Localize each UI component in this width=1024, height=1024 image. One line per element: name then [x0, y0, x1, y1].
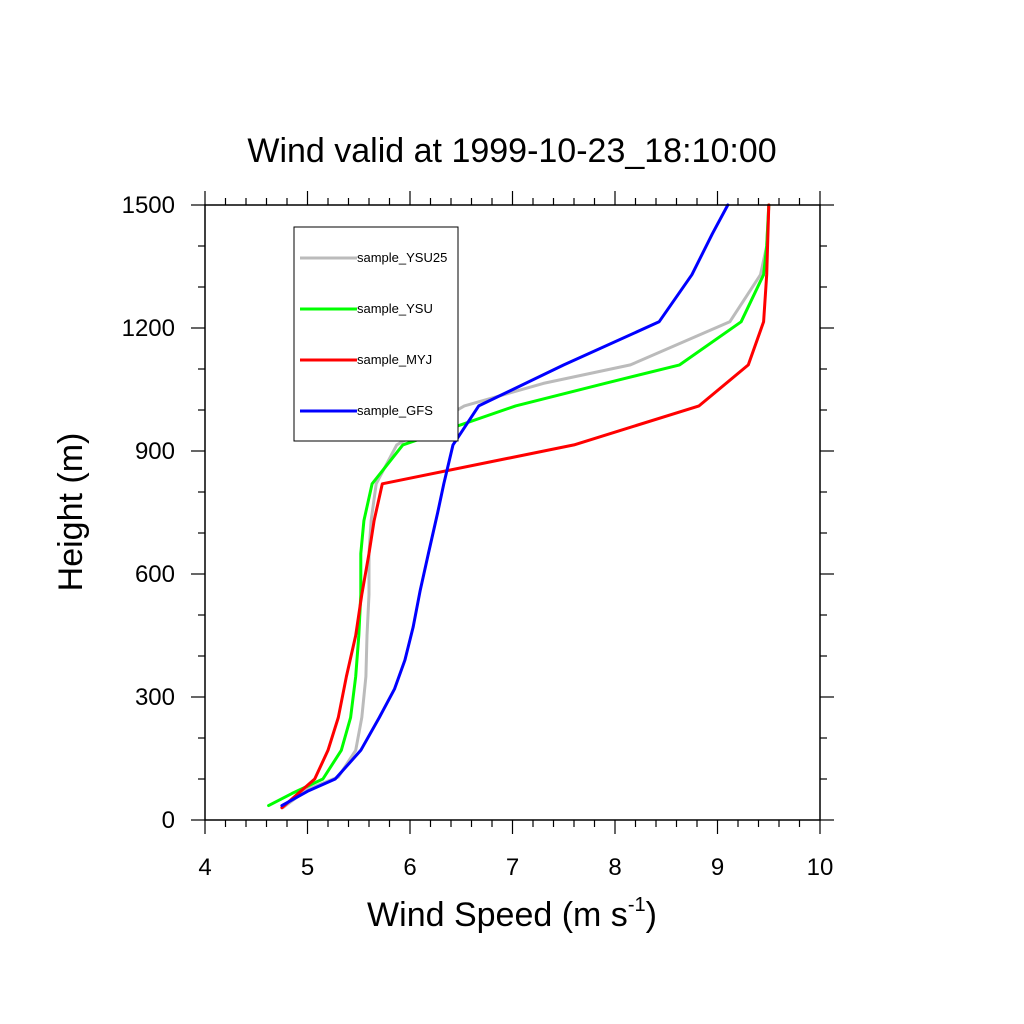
x-tick-label: 8	[608, 854, 621, 881]
legend-label: sample_YSU	[357, 301, 433, 316]
y-tick-label: 1500	[122, 192, 175, 219]
x-axis-label-close: )	[646, 896, 657, 934]
y-tick-label: 300	[135, 684, 175, 711]
y-tick-label: 0	[162, 807, 175, 834]
y-tick-label: 600	[135, 561, 175, 588]
legend-label: sample_YSU25	[357, 250, 447, 265]
legend-box	[293, 226, 459, 442]
tick-layer	[191, 191, 834, 834]
x-tick-label: 4	[198, 854, 211, 881]
x-tick-label: 9	[711, 854, 724, 881]
legend-item-sample_GFS: sample_GFS	[300, 403, 433, 418]
series-layer	[267, 203, 771, 810]
series-line-sample_YSU	[267, 203, 771, 808]
y-tick-label: 1200	[122, 315, 175, 342]
x-axis-label-superscript: -1	[628, 894, 646, 916]
x-tick-label: 5	[301, 854, 314, 881]
y-tick-label: 900	[135, 438, 175, 465]
chart-title: Wind valid at 1999-10-23_18:10:00	[247, 132, 776, 170]
x-tick-label: 7	[506, 854, 519, 881]
legend: sample_YSU25 sample_YSU sample_MYJ sample_G…	[293, 226, 459, 442]
tick-label-layer: 4 5 6 7 8 9 10 0 300 600 900 1200 1500	[122, 192, 834, 881]
x-tick-label: 6	[403, 854, 416, 881]
legend-item-sample_YSU25: sample_YSU25	[300, 250, 447, 265]
series-line-sample_MYJ	[280, 203, 771, 810]
legend-items: sample_YSU25 sample_YSU sample_MYJ sample_G…	[300, 250, 447, 418]
x-tick-label: 10	[807, 854, 834, 881]
legend-item-sample_MYJ: sample_MYJ	[300, 352, 432, 367]
legend-item-sample_YSU: sample_YSU	[300, 301, 433, 316]
series-line-sample_GFS	[280, 203, 730, 808]
x-axis-label: Wind Speed (m s-1)	[367, 894, 657, 934]
legend-label: sample_MYJ	[357, 352, 432, 367]
y-axis-label: Height (m)	[52, 433, 90, 592]
series-line-sample_YSU25	[281, 203, 771, 810]
x-axis-label-main: Wind Speed (m s	[367, 896, 628, 934]
legend-label: sample_GFS	[357, 403, 433, 418]
